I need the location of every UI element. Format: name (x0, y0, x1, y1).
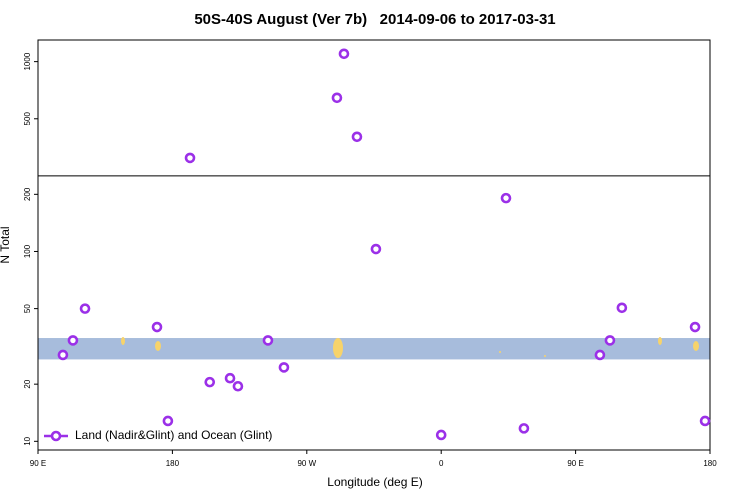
point (594, 349, 606, 361)
point (604, 335, 616, 346)
land (499, 351, 501, 353)
point (79, 303, 91, 314)
x-axis-label: Longitude (deg E) (327, 475, 422, 489)
x-tick-label: 90 E (567, 459, 583, 468)
point (67, 335, 79, 346)
point (689, 321, 701, 333)
y-tick-label: 10 (23, 436, 32, 445)
land (155, 341, 161, 351)
legend-label: Land (Nadir&Glint) and Ocean (Glint) (75, 428, 272, 442)
point (518, 423, 530, 434)
plot-frame (37, 39, 711, 451)
point (616, 302, 628, 314)
point (57, 349, 69, 361)
point (370, 243, 382, 255)
land (693, 341, 699, 351)
x-tick-label: 90 W (297, 459, 316, 468)
point (151, 321, 163, 333)
point (224, 372, 236, 384)
land (658, 337, 662, 345)
point (699, 415, 711, 427)
legend-marker (50, 430, 62, 442)
point (331, 92, 343, 104)
point (232, 380, 244, 392)
y-tick-label: 20 (23, 379, 32, 388)
y-tick-label: 500 (23, 112, 32, 126)
chart-title: 50S-40S August (Ver 7b) 2014-09-06 to 20… (194, 11, 555, 28)
point (204, 376, 216, 388)
point (338, 48, 350, 60)
point (184, 152, 196, 164)
x-tick-label: 90 E (30, 459, 46, 468)
point (162, 415, 174, 427)
x-tick-label: 0 (439, 459, 444, 468)
land (544, 355, 546, 357)
y-axis-label: N Total (0, 226, 12, 263)
point (435, 429, 447, 441)
band (38, 338, 710, 360)
point (500, 192, 512, 204)
y-tick-label: 100 (23, 244, 32, 258)
point (262, 335, 274, 346)
x-tick-label: 180 (166, 459, 180, 468)
y-tick-label: 50 (23, 304, 32, 313)
land (333, 338, 343, 358)
point (351, 131, 363, 143)
y-tick-label: 200 (23, 187, 32, 201)
land (121, 337, 125, 345)
y-tick-label: 1000 (23, 52, 32, 70)
x-tick-label: 180 (703, 459, 717, 468)
point (278, 362, 290, 373)
